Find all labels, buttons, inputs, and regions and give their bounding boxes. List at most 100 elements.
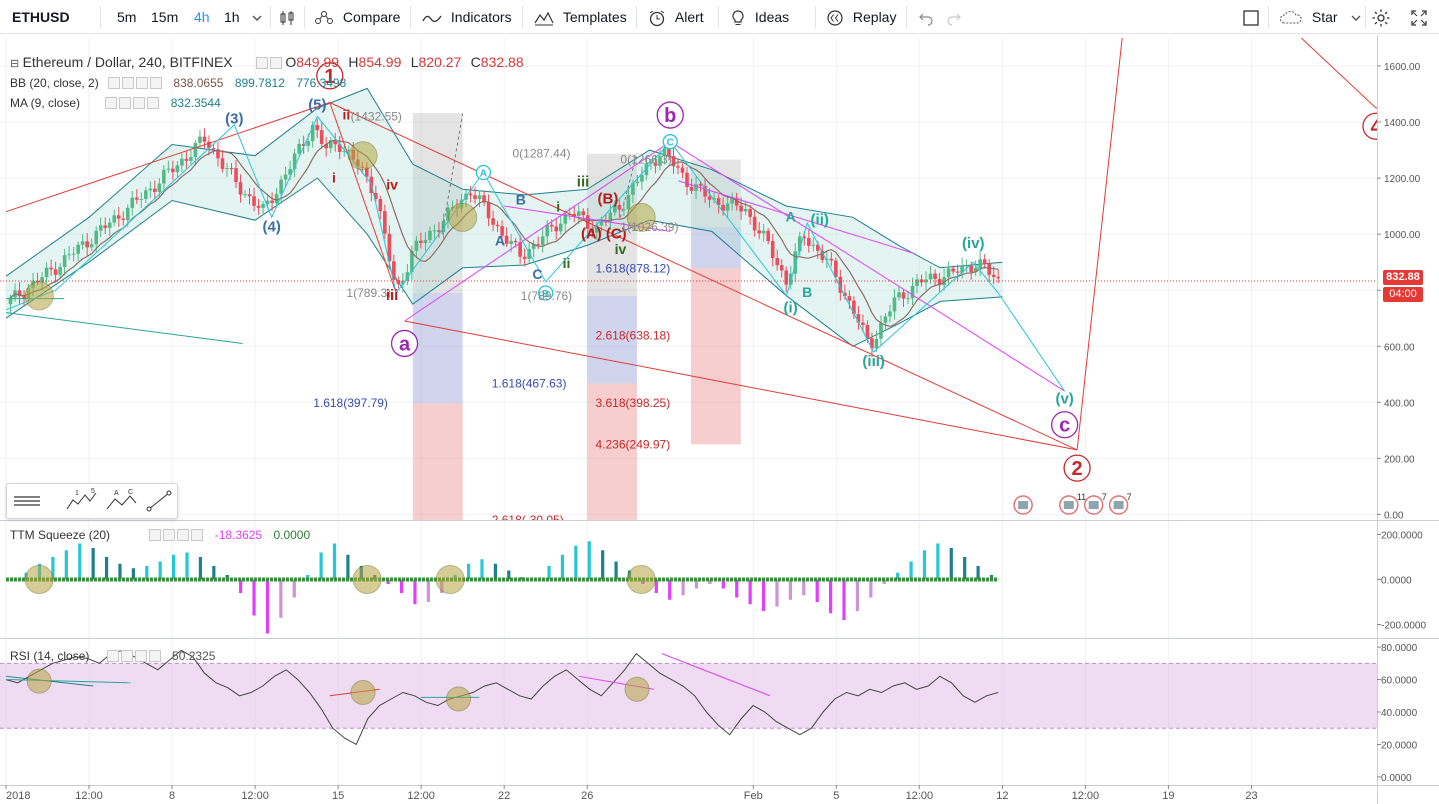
circled-wave-marker bbox=[662, 134, 678, 150]
chart-style-button[interactable] bbox=[278, 0, 296, 34]
trend-line bbox=[1300, 38, 1377, 109]
alert-button[interactable]: Alert bbox=[647, 0, 704, 34]
plus-icon[interactable] bbox=[134, 650, 147, 662]
candle-body bbox=[982, 259, 987, 264]
templates-button[interactable]: Templates bbox=[533, 0, 627, 34]
candle-body bbox=[838, 276, 843, 293]
plus-icon[interactable] bbox=[177, 529, 190, 541]
ttm-bar bbox=[761, 579, 766, 611]
timeframe-5m[interactable]: 5m bbox=[117, 9, 137, 25]
toolbar-divider bbox=[410, 6, 411, 28]
candle-body bbox=[712, 198, 716, 200]
drag-handle[interactable] bbox=[9, 487, 45, 515]
fib-level-label: 1.618(397.79) bbox=[313, 396, 388, 410]
layout-button[interactable] bbox=[1242, 0, 1260, 34]
timeframe-4h[interactable]: 4h bbox=[194, 9, 210, 25]
fullscreen-button[interactable] bbox=[1410, 0, 1428, 34]
candle-body bbox=[599, 221, 604, 226]
candle-body bbox=[545, 224, 550, 237]
gear-icon[interactable] bbox=[120, 650, 133, 662]
candle-body bbox=[261, 203, 265, 208]
candle-body bbox=[951, 268, 955, 272]
candle-body bbox=[811, 244, 816, 246]
templates-label: Templates bbox=[562, 9, 627, 25]
compare-button[interactable]: Compare bbox=[313, 0, 400, 34]
gear-icon[interactable] bbox=[122, 77, 135, 89]
highlight-circle bbox=[448, 202, 478, 232]
wave-label: ii bbox=[343, 106, 351, 122]
ttm-bar bbox=[172, 554, 176, 580]
star-button[interactable]: Star bbox=[1278, 0, 1361, 34]
ttm-bar bbox=[332, 543, 337, 580]
gear-icon[interactable] bbox=[119, 97, 132, 109]
ttm-bar bbox=[104, 557, 109, 580]
eye-icon[interactable] bbox=[106, 650, 119, 662]
candle-body bbox=[396, 280, 401, 285]
candle-body bbox=[897, 292, 901, 298]
event-count: 11 bbox=[1077, 492, 1086, 502]
eye-icon[interactable] bbox=[105, 97, 118, 109]
fib-level-label: 1(789.3) bbox=[346, 286, 391, 300]
indicators-button[interactable]: Indicators bbox=[421, 0, 512, 34]
candle-body bbox=[793, 251, 798, 274]
gear-icon[interactable] bbox=[270, 57, 282, 69]
price-tick-label: 1600.00 bbox=[1384, 62, 1421, 73]
eye-icon[interactable] bbox=[256, 57, 268, 69]
indicators-icon bbox=[422, 15, 442, 23]
eye-icon[interactable] bbox=[108, 77, 121, 89]
candle-body bbox=[297, 143, 301, 154]
chart-canvas[interactable]: 1600.001400.001200.001000.00800.00600.00… bbox=[0, 35, 1439, 804]
time-tick-label: 2018 bbox=[6, 790, 30, 802]
plus-icon[interactable] bbox=[136, 77, 149, 89]
candle-body bbox=[622, 209, 626, 211]
ttm-bar bbox=[265, 579, 270, 634]
candle-body bbox=[292, 153, 297, 169]
candle-body bbox=[856, 314, 861, 323]
undo-button[interactable] bbox=[918, 0, 934, 34]
bollinger-band-fill bbox=[6, 88, 1003, 347]
gear-icon[interactable] bbox=[163, 529, 176, 541]
candle-body bbox=[374, 193, 378, 200]
candle-body bbox=[653, 162, 658, 166]
candle-body bbox=[816, 244, 820, 251]
close-icon[interactable] bbox=[150, 77, 163, 89]
plus-icon[interactable] bbox=[133, 97, 146, 109]
eye-icon[interactable] bbox=[149, 529, 162, 541]
close-icon[interactable] bbox=[148, 650, 161, 662]
candle-body bbox=[752, 216, 757, 231]
candle-body bbox=[238, 182, 243, 195]
alert-label: Alert bbox=[674, 9, 704, 25]
replay-button[interactable]: Replay bbox=[825, 0, 896, 34]
fib-zone bbox=[691, 226, 741, 269]
ttm-bar bbox=[493, 563, 498, 580]
close-icon[interactable] bbox=[191, 529, 204, 541]
candle-body bbox=[779, 265, 784, 271]
svg-text:5: 5 bbox=[91, 488, 95, 495]
fib-level-label: 0(1266.3) bbox=[620, 153, 671, 167]
gear-icon bbox=[1372, 9, 1390, 27]
time-tick-label: 5 bbox=[833, 790, 839, 802]
timeframe-dropdown[interactable] bbox=[252, 0, 262, 34]
candle-body bbox=[428, 230, 432, 240]
timeframe-15m[interactable]: 15m bbox=[151, 9, 179, 25]
candle-body bbox=[252, 196, 256, 206]
toolbar-divider bbox=[906, 6, 907, 28]
main-legend: ⊟ Ethereum / Dollar, 240, BITFINEX O849.… bbox=[10, 54, 524, 72]
timeframe-1h[interactable]: 1h bbox=[224, 9, 240, 25]
close-icon[interactable] bbox=[147, 97, 160, 109]
settings-button[interactable] bbox=[1371, 0, 1391, 34]
collapse-icon[interactable]: ⊟ bbox=[10, 58, 20, 70]
highlight-circle bbox=[624, 676, 650, 702]
trend-line-tool[interactable] bbox=[141, 487, 177, 515]
ideas-button[interactable]: Ideas bbox=[729, 0, 789, 34]
symbol-search[interactable]: ETHUSD bbox=[12, 9, 70, 25]
wave-label: (v) bbox=[1055, 391, 1073, 408]
redo-button[interactable] bbox=[946, 0, 962, 34]
wave-label: A bbox=[495, 232, 505, 248]
candle-body bbox=[996, 276, 1001, 279]
ttm-bar bbox=[775, 579, 779, 607]
trend-line bbox=[1076, 38, 1123, 450]
